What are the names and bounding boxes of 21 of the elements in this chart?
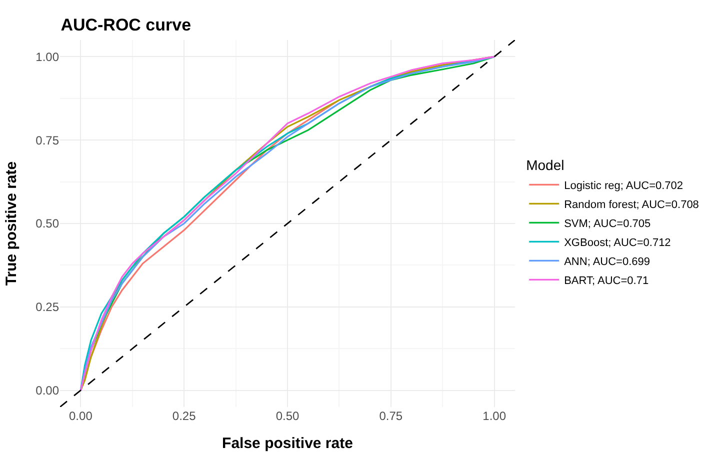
x-tick-label: 0.00: [69, 409, 93, 423]
legend-label: BART; AUC=0.71: [564, 274, 649, 287]
x-tick-label: 0.25: [172, 409, 196, 423]
y-tick-label: 1.00: [36, 50, 60, 64]
line-series: [80, 56, 496, 392]
y-axis-title: True positive rate: [2, 161, 20, 286]
legend-label: SVM; AUC=0.705: [564, 218, 651, 230]
legend-title: Model: [526, 157, 564, 174]
x-tick-label: 0.50: [276, 409, 300, 423]
legend-label: Logistic reg; AUC=0.702: [564, 180, 684, 192]
x-axis-title: False positive rate: [222, 435, 353, 452]
legend-label: ANN; AUC=0.699: [564, 256, 650, 268]
y-tick-label: 0.75: [36, 133, 60, 148]
y-tick-label: 0.50: [36, 216, 60, 231]
y-tick-label: 0.00: [36, 384, 60, 398]
chart-title: AUC-ROC curve: [60, 15, 192, 34]
x-tick-label: 0.75: [379, 409, 403, 423]
y-tick-label: 0.25: [36, 300, 60, 314]
x-tick-label: 1.00: [482, 409, 506, 423]
legend-label: Random forest; AUC=0.708: [564, 198, 699, 211]
legend-label: XGBoost; AUC=0.712: [564, 236, 671, 249]
